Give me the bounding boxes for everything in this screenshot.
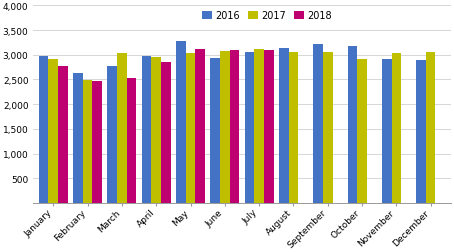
Bar xyxy=(108,66,117,203)
Bar xyxy=(58,67,68,203)
Bar xyxy=(39,56,49,203)
Bar xyxy=(127,78,136,203)
Bar xyxy=(210,58,220,203)
Legend: 2016, 2017, 2018: 2016, 2017, 2018 xyxy=(202,11,332,21)
Bar xyxy=(195,50,205,203)
Bar xyxy=(245,53,254,203)
Bar xyxy=(151,57,161,203)
Bar xyxy=(220,52,230,203)
Bar xyxy=(92,82,102,203)
Bar xyxy=(313,45,323,203)
Bar xyxy=(348,47,357,203)
Bar xyxy=(73,73,83,203)
Bar xyxy=(117,54,127,203)
Bar xyxy=(254,50,264,203)
Bar xyxy=(323,53,332,203)
Bar xyxy=(382,60,391,203)
Bar xyxy=(289,53,298,203)
Bar xyxy=(264,51,273,203)
Bar xyxy=(391,54,401,203)
Bar xyxy=(279,49,289,203)
Bar xyxy=(83,81,92,203)
Bar xyxy=(176,42,186,203)
Bar xyxy=(142,56,151,203)
Bar xyxy=(416,60,426,203)
Bar xyxy=(426,53,435,203)
Bar xyxy=(49,60,58,203)
Bar xyxy=(357,59,367,203)
Bar xyxy=(186,54,195,203)
Bar xyxy=(161,63,171,203)
Bar xyxy=(230,51,239,203)
